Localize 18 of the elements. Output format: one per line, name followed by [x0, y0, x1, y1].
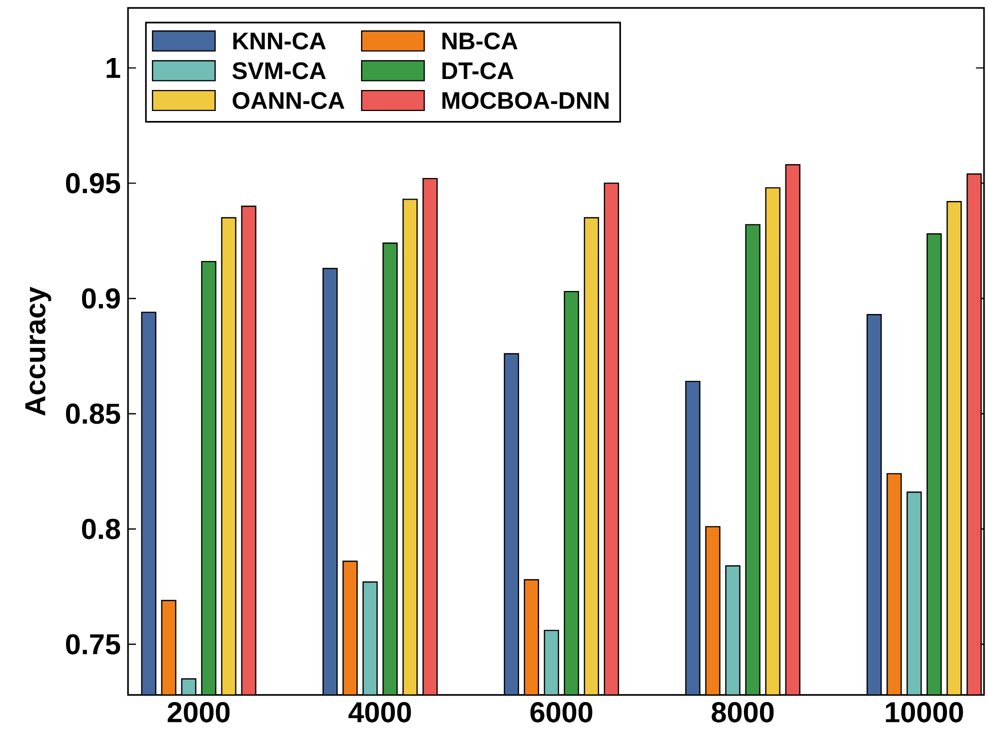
y-tick-label: 1 — [106, 58, 120, 78]
x-tick-label: 4000 — [348, 702, 411, 722]
x-tick-label: 8000 — [712, 702, 774, 722]
y-tick-label: 0.75 — [66, 634, 120, 654]
legend-label: DT-CA — [442, 62, 514, 80]
legend-label: SVM-CA — [232, 62, 326, 80]
legend-label: KNN-CA — [233, 32, 326, 50]
y-tick-label: 0.9 — [82, 288, 120, 309]
y-axis-title: Accuracy — [25, 286, 52, 416]
legend-label: MOCBOA-DNN — [442, 92, 609, 110]
x-tick-label: 2000 — [168, 702, 230, 722]
legend-label: NB-CA — [442, 32, 518, 50]
y-tick-label: 0.85 — [66, 404, 120, 424]
x-tick-label: 10000 — [886, 702, 964, 722]
x-tick-label: 6000 — [530, 702, 592, 722]
y-tick-label: 0.95 — [66, 173, 120, 194]
legend-label: OANN-CA — [232, 92, 344, 110]
y-tick-label: 0.8 — [82, 518, 120, 540]
